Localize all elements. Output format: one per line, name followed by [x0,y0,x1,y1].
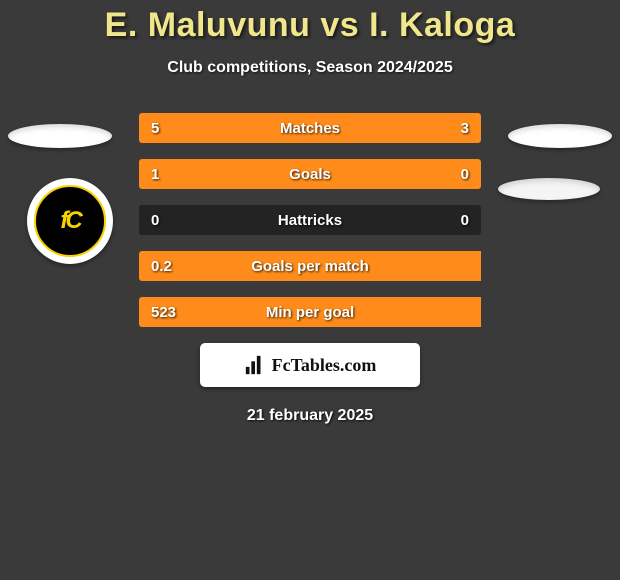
comparison-title: E. Maluvunu vs I. Kaloga [0,6,620,45]
stat-row: 523Min per goal [139,297,481,327]
stat-row: 10Goals [139,159,481,189]
bar-chart-icon [244,354,266,376]
stat-label: Goals per match [139,251,481,281]
stat-label: Goals [139,159,481,189]
branding-badge: FcTables.com [200,343,420,387]
infographic-date: 21 february 2025 [0,407,620,425]
stat-row: 53Matches [139,113,481,143]
stat-label: Hattricks [139,205,481,235]
stat-label: Matches [139,113,481,143]
stat-row: 00Hattricks [139,205,481,235]
comparison-chart: 53Matches 10Goals 00Hattricks 0.2Goals per … [0,113,620,327]
comparison-subtitle: Club competitions, Season 2024/2025 [0,59,620,77]
infographic-root: E. Maluvunu vs I. Kaloga Club competitio… [0,0,620,425]
stat-row: 0.2Goals per match [139,251,481,281]
stat-label: Min per goal [139,297,481,327]
branding-text: FcTables.com [272,355,377,376]
